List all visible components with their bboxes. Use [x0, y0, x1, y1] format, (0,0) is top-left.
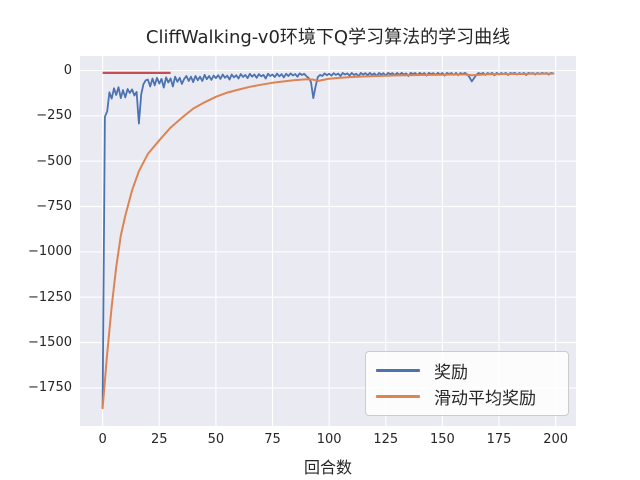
y-tick-label: −1250 — [28, 289, 72, 305]
x-tick-label: 200 — [543, 432, 569, 447]
moving-average-line-swatch — [376, 395, 420, 399]
y-tick-label: −250 — [36, 108, 72, 124]
y-tick-label: −750 — [36, 199, 72, 215]
legend-label-reward: 奖励 — [434, 362, 468, 383]
y-tick-label: −1500 — [28, 335, 72, 351]
moving-average-line — [101, 72, 555, 410]
chart-title: CliffWalking-v0环境下Q学习算法的学习曲线 — [145, 27, 511, 48]
y-tick-label: −500 — [36, 153, 72, 169]
legend-label-moving-average: 滑动平均奖励 — [434, 389, 536, 410]
y-tick-label: −1750 — [28, 380, 72, 396]
reward-line-swatch — [376, 368, 420, 372]
x-tick-label: 25 — [150, 432, 168, 447]
x-tick-label: 50 — [207, 432, 225, 447]
x-tick-label: 125 — [373, 432, 399, 447]
x-tick-label: 75 — [264, 432, 281, 447]
x-tick-label: 0 — [98, 432, 107, 447]
x-tick-label: 100 — [316, 432, 342, 447]
x-axis-label: 回合数 — [303, 458, 352, 477]
y-tick-label: 0 — [63, 63, 72, 78]
reward-line — [101, 72, 555, 410]
y-tick-label: −1000 — [28, 244, 72, 260]
legend-item-moving-average: 滑动平均奖励 — [376, 384, 558, 409]
x-tick-label: 175 — [486, 432, 512, 447]
legend: 奖励 滑动平均奖励 — [365, 351, 569, 416]
legend-item-reward: 奖励 — [376, 358, 558, 383]
x-tick-label: 150 — [429, 432, 455, 447]
